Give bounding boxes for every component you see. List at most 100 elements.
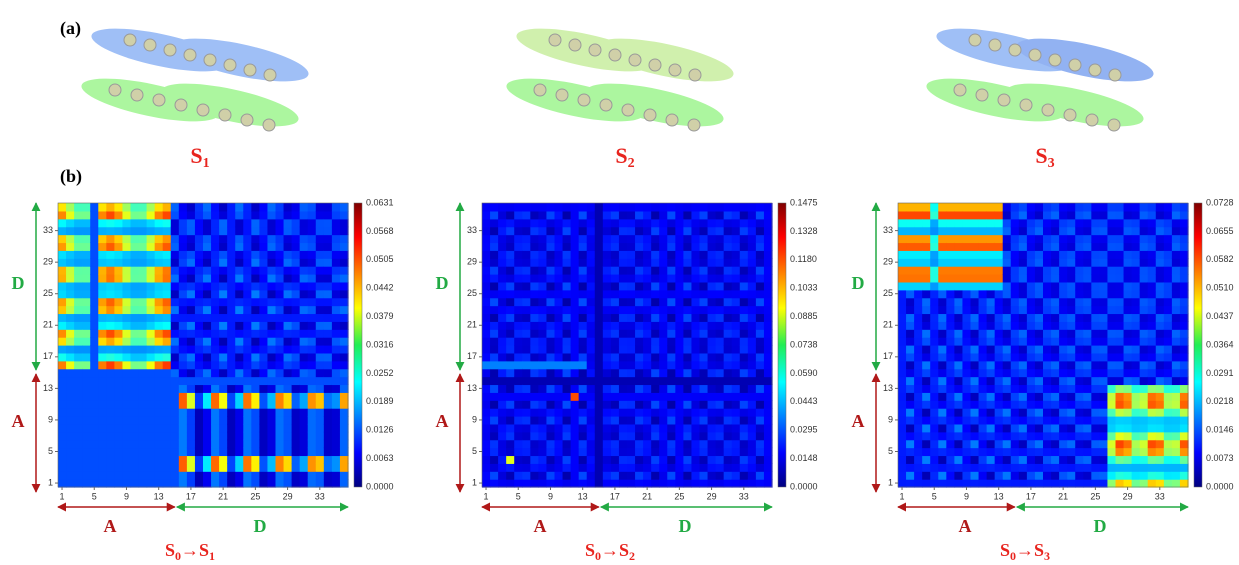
heatmap-cell — [627, 321, 636, 329]
heatmap-cell — [227, 306, 236, 314]
heatmap-cell — [243, 242, 252, 250]
heatmap-cell — [522, 203, 531, 211]
heatmap-cell — [155, 408, 164, 416]
heatmap-cell — [971, 258, 980, 266]
heatmap-cell — [1156, 203, 1165, 211]
heatmap-cell — [962, 203, 971, 211]
heatmap-cell — [1043, 384, 1052, 392]
heatmap-cell — [619, 337, 628, 345]
heatmap-cell — [1148, 440, 1157, 448]
heatmap-cell — [1099, 290, 1108, 298]
heatmap-cell — [587, 211, 596, 219]
heatmap-cell — [563, 290, 572, 298]
heatmap-cell — [340, 321, 349, 329]
heatmap-cell — [251, 392, 260, 400]
heatmap-cell — [659, 440, 668, 448]
heatmap-cell — [276, 298, 285, 306]
heatmap-cell — [58, 219, 67, 227]
heatmap-cell — [1091, 313, 1100, 321]
heatmap-cell — [316, 227, 325, 235]
y-tick-label: 25 — [43, 288, 53, 298]
heatmap-cell — [90, 369, 99, 377]
heatmap-cell — [579, 440, 588, 448]
heatmap-cell — [498, 298, 507, 306]
heatmap-cell — [979, 424, 988, 432]
heatmap-cell — [1132, 337, 1141, 345]
heatmap-cell — [98, 258, 107, 266]
state-letter: S — [1034, 540, 1044, 560]
heatmap-cell — [316, 448, 325, 456]
heatmap-cell — [482, 250, 491, 258]
heatmap-cell — [659, 274, 668, 282]
heatmap-cell — [1148, 321, 1157, 329]
heatmap-cell — [74, 408, 83, 416]
heatmap-cell — [1164, 337, 1173, 345]
heatmap-cell — [930, 337, 939, 345]
heatmap-cell — [155, 242, 164, 250]
heatmap-cell — [1027, 471, 1036, 479]
state-sub: 3 — [1044, 549, 1050, 563]
heatmap-cell — [619, 227, 628, 235]
heatmap-cell — [187, 282, 196, 290]
heatmap-cell — [276, 416, 285, 424]
heatmap-cell — [340, 416, 349, 424]
heatmap-cell — [732, 211, 741, 219]
heatmap-cell — [1067, 298, 1076, 306]
heatmap-cell — [530, 424, 539, 432]
heatmap-cell — [131, 369, 140, 377]
heatmap-cell — [276, 361, 285, 369]
heatmap-cell — [1083, 313, 1092, 321]
heatmap-cell — [332, 345, 341, 353]
heatmap-cell — [659, 337, 668, 345]
heatmap-cell — [284, 329, 293, 337]
heatmap-cell — [1035, 361, 1044, 369]
heatmap-cell — [506, 258, 515, 266]
heatmap-cell — [139, 384, 148, 392]
heatmap-cell — [546, 211, 555, 219]
heatmap-cell — [211, 384, 220, 392]
heatmap-cell — [691, 448, 700, 456]
heatmap-cell — [1075, 384, 1084, 392]
heatmap-cell — [1067, 274, 1076, 282]
heatmap-cell — [506, 463, 515, 471]
heatmap-cell — [66, 345, 75, 353]
heatmap-cell — [914, 455, 923, 463]
heatmap-cell — [195, 227, 204, 235]
heatmap-cell — [724, 329, 733, 337]
heatmap-cell — [235, 313, 244, 321]
heatmap-cell — [267, 227, 276, 235]
heatmap-cell — [122, 274, 131, 282]
heatmap-cell — [122, 448, 131, 456]
heatmap-cell — [195, 298, 204, 306]
heatmap-cell — [506, 266, 515, 274]
state-label: S3 — [1035, 143, 1054, 171]
heatmap-cell — [1011, 329, 1020, 337]
heatmap-cell — [651, 227, 660, 235]
heatmap-cell — [1043, 463, 1052, 471]
heatmap-cell — [962, 329, 971, 337]
heatmap-cell — [82, 266, 91, 274]
heatmap-cell — [995, 479, 1004, 487]
heatmap-cell — [1099, 416, 1108, 424]
heatmap-cell — [691, 321, 700, 329]
heatmap-cell — [764, 290, 773, 298]
heatmap-cell — [675, 369, 684, 377]
heatmap-cell — [683, 479, 692, 487]
heatmap-cell — [740, 448, 749, 456]
heatmap-cell — [732, 250, 741, 258]
heatmap-cell — [227, 471, 236, 479]
heatmap-cell — [971, 448, 980, 456]
heatmap-cell — [1059, 266, 1068, 274]
heatmap-cell — [122, 377, 131, 385]
heatmap-cell — [324, 361, 333, 369]
heatmap-cell — [530, 479, 539, 487]
heatmap-cell — [1099, 235, 1108, 243]
heatmap-cell — [1172, 384, 1181, 392]
heatmap-cell — [724, 298, 733, 306]
heatmap-cell — [930, 329, 939, 337]
heatmap-cell — [563, 369, 572, 377]
heatmap-cell — [284, 298, 293, 306]
heatmap-cell — [938, 274, 947, 282]
heatmap-cell — [740, 337, 749, 345]
heatmap-cell — [1059, 211, 1068, 219]
